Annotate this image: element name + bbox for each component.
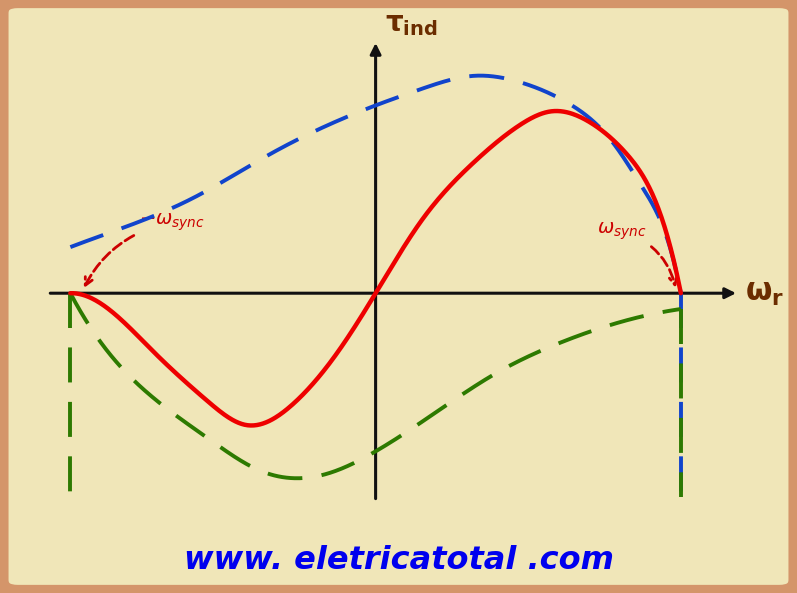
Text: $-\omega_{sync}$: $-\omega_{sync}$ <box>85 212 205 285</box>
Text: www. eletricatotal .com: www. eletricatotal .com <box>183 545 614 576</box>
Text: $\omega_{sync}$: $\omega_{sync}$ <box>597 221 677 285</box>
Text: $\mathbf{\omega_r}$: $\mathbf{\omega_r}$ <box>745 279 784 308</box>
Text: $\mathbf{\tau_{ind}}$: $\mathbf{\tau_{ind}}$ <box>385 9 438 37</box>
